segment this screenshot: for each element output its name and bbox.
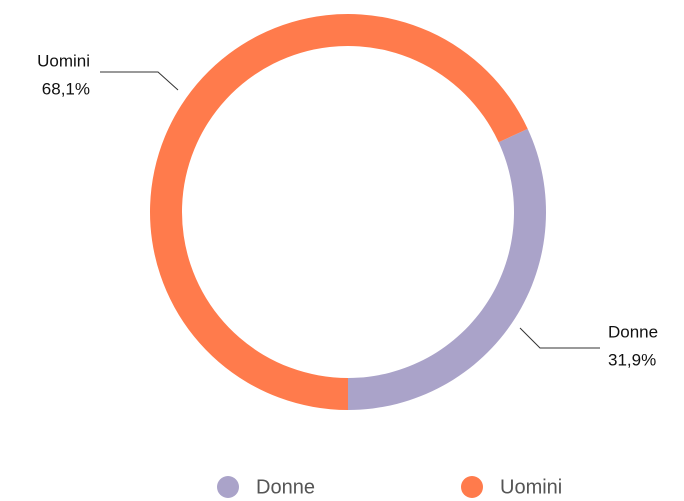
slice-value-label: 68,1% bbox=[42, 79, 90, 98]
legend-label: Donne bbox=[256, 476, 315, 498]
leader-line bbox=[519, 327, 600, 349]
leader-line bbox=[100, 71, 179, 91]
legend-swatch bbox=[217, 476, 239, 498]
slice-label: Donne bbox=[608, 322, 658, 341]
legend-label: Uomini bbox=[500, 476, 562, 498]
slice-label: Uomini bbox=[37, 51, 90, 70]
legend-swatch bbox=[461, 476, 483, 498]
donut-slice bbox=[348, 128, 547, 410]
slice-value-label: 31,9% bbox=[608, 350, 656, 369]
